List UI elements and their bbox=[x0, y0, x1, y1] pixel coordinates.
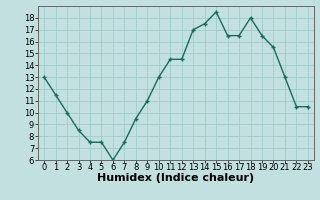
X-axis label: Humidex (Indice chaleur): Humidex (Indice chaleur) bbox=[97, 173, 255, 183]
